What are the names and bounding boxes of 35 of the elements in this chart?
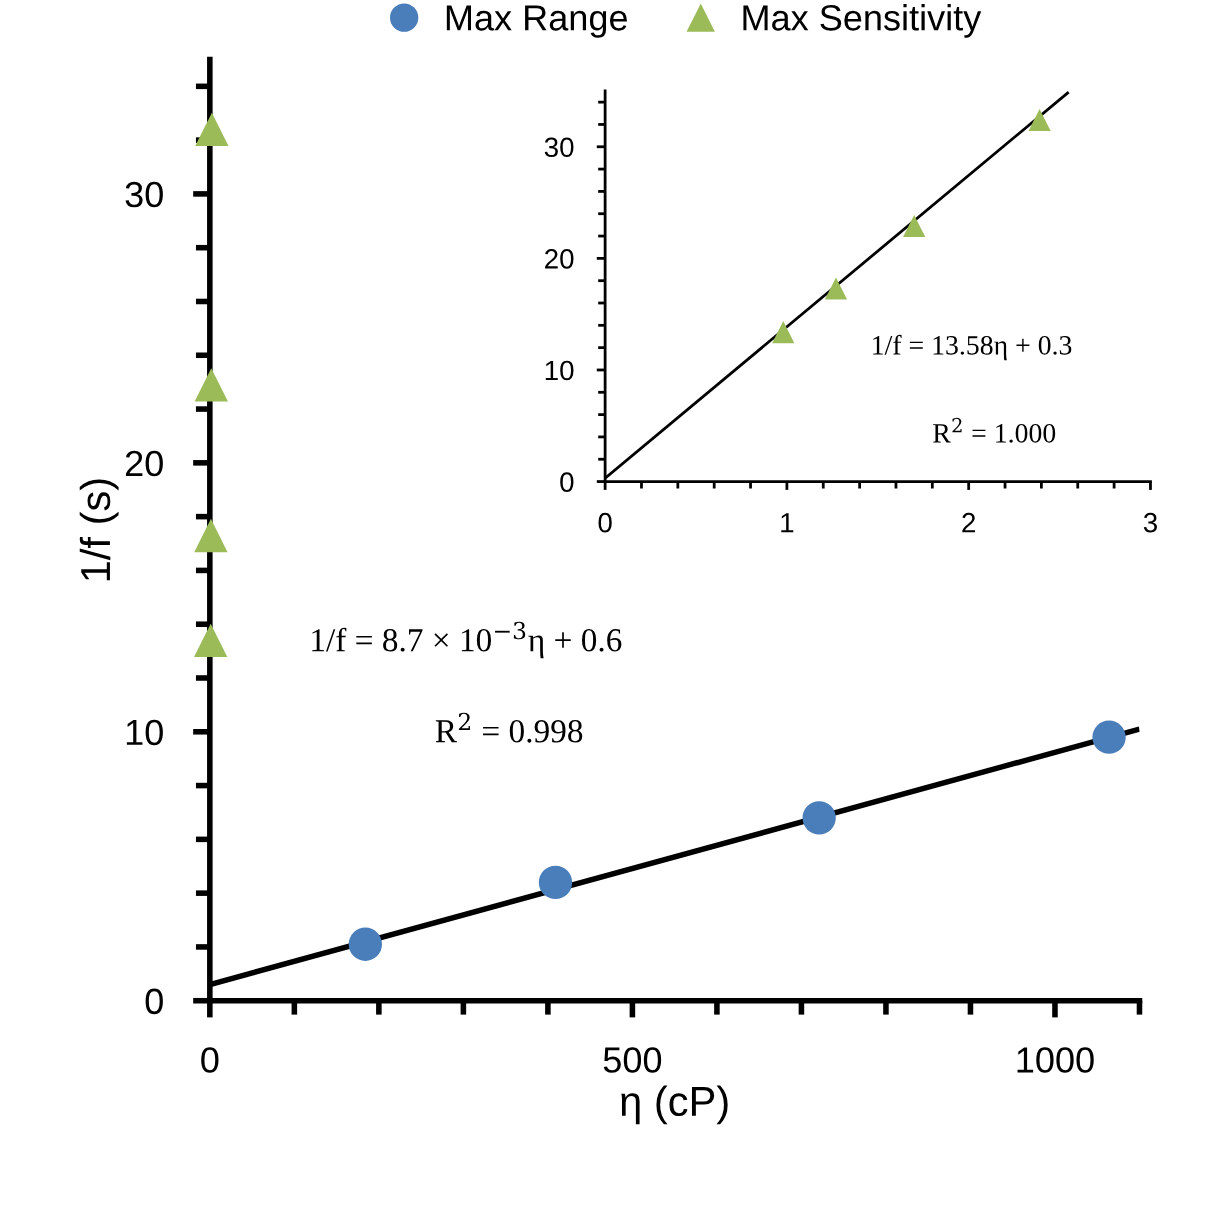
- y-tick-label: 0: [145, 988, 163, 1015]
- point: [1028, 108, 1051, 132]
- point: [903, 214, 926, 238]
- point: [1092, 720, 1126, 754]
- point: [194, 368, 228, 402]
- x-tick-label: 500: [603, 1047, 662, 1073]
- point: [194, 518, 228, 553]
- annotation: R$^{2}$ = 1.000: [933, 417, 1056, 443]
- point: [802, 801, 836, 835]
- y-axis-title: 1/f (s): [79, 479, 119, 581]
- x-tick-label: 1: [781, 513, 794, 533]
- annotation: R$^{2}$ = 0.998: [435, 712, 583, 743]
- point: [824, 277, 848, 300]
- point: [195, 112, 229, 147]
- y-tick-label: 30: [125, 181, 163, 208]
- point: [194, 623, 228, 658]
- y-tick-label: 20: [545, 249, 574, 269]
- legend-label: Max Range: [446, 5, 627, 38]
- x-tick-label: 0: [598, 512, 612, 533]
- point: [348, 927, 383, 961]
- y-tick-label: 0: [560, 472, 574, 492]
- x-axis-title: η (cP): [621, 1085, 728, 1125]
- legend-label: Max Sensitivity: [743, 4, 982, 38]
- x-tick-label: 1000: [1017, 1047, 1094, 1073]
- x-tick-label: 2: [962, 512, 976, 533]
- x-tick-label: 0: [201, 1047, 219, 1073]
- x-tick-label: 3: [1143, 512, 1157, 533]
- point: [538, 865, 573, 900]
- y-tick-label: 10: [545, 360, 574, 381]
- y-tick-label: 30: [544, 137, 574, 158]
- point: [772, 320, 795, 344]
- y-tick-label: 20: [125, 450, 163, 477]
- annotation: 1/f = 13.58η + 0.3: [873, 334, 1072, 361]
- annotation: 1/f = 8.7 × 10$^{−3}$η + 0.6: [312, 621, 622, 659]
- y-tick-label: 10: [126, 719, 163, 746]
